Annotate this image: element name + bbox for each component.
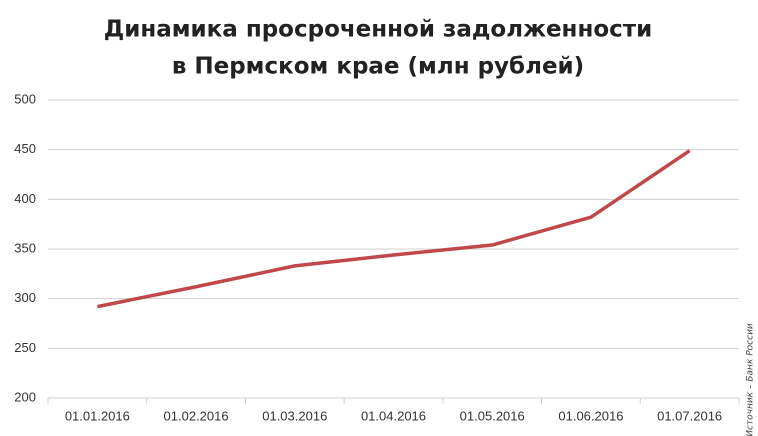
x-tick-label: 01.06.2016 [558,408,623,423]
y-tick-label: 250 [14,340,36,355]
source-note: Источник – Банк России [746,323,756,436]
x-tick-label: 01.04.2016 [361,408,426,423]
x-tick-label: 01.02.2016 [164,408,229,423]
x-tick-label: 01.07.2016 [657,408,722,423]
chart-title: Динамика просроченной задолженности [104,17,652,43]
data-line [97,149,691,309]
x-tick-label: 01.03.2016 [262,408,327,423]
y-tick-label: 450 [14,141,36,156]
y-tick-label: 400 [14,191,36,206]
chart-title: в Пермском крае (млн рублей) [172,54,584,80]
x-tick-label: 01.05.2016 [460,408,525,423]
y-tick-label: 200 [14,389,36,404]
y-tick-label: 300 [14,290,36,305]
y-tick-label: 500 [14,91,36,106]
x-tick-label: 01.01.2016 [65,408,130,423]
y-tick-label: 350 [14,240,36,255]
